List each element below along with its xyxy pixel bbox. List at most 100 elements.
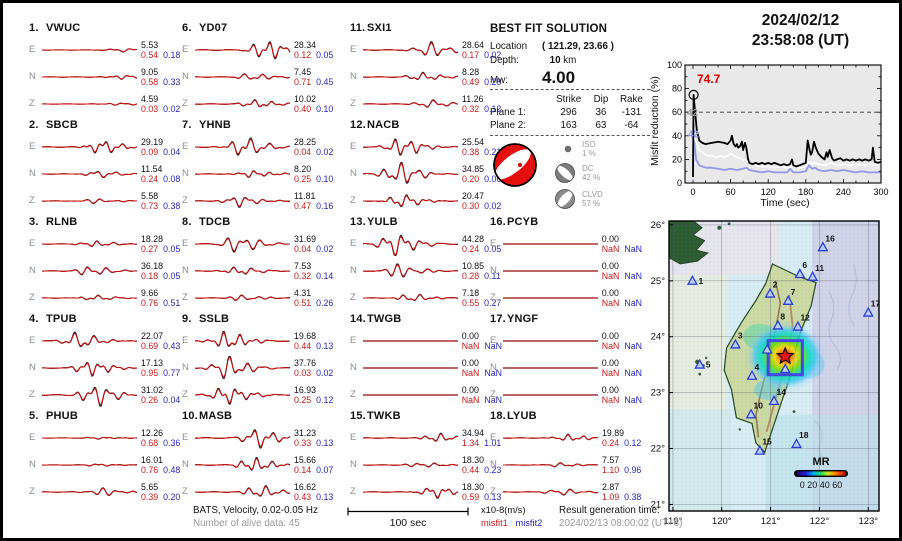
waveform-trace [42, 285, 138, 311]
waveform-trace [363, 37, 459, 63]
station-triangle-icon [794, 268, 806, 279]
channel-label: N [182, 459, 189, 470]
dc-pct: 42 % [582, 173, 601, 182]
station-block-nacb: 12.NACB E 25.54 0.38 0.21 N 34.85 0.20 0.06 Z 20.4… [350, 118, 502, 215]
trace-misfits: NaN NaN [602, 244, 642, 254]
misfit2-value: 0.96 [624, 464, 642, 475]
trace-amplitude: 18.30 [462, 454, 485, 465]
svg-text:123°: 123° [858, 516, 878, 527]
misfit1-value: 0.32 [294, 270, 312, 281]
waveform-trace [502, 258, 599, 284]
trace-misfits: NaN NaN [462, 395, 502, 405]
depth-value: 10 [549, 55, 561, 66]
station-name: YD07 [199, 22, 228, 34]
channel-label: Z [350, 98, 356, 109]
station-name: NACB [367, 119, 400, 131]
channel-label: Z [182, 98, 188, 109]
trace-misfits: 0.30 0.02 [462, 201, 501, 211]
trace-values: 28.64 0.17 0.02 [462, 40, 501, 60]
scalebar-icon [347, 507, 469, 516]
trace-misfits: 0.20 0.06 [462, 174, 501, 184]
trace-values: 18.30 0.59 0.13 [462, 482, 501, 502]
svg-text:100: 100 [667, 60, 682, 70]
trace-row-e: E 19.89 0.24 0.12 [490, 424, 642, 451]
channel-label: N [350, 168, 357, 179]
channel-label: N [182, 265, 189, 276]
channel-label: N [182, 71, 189, 82]
trace-values: 5.53 0.54 0.18 [141, 40, 180, 60]
trace-row-e: E 31.23 0.33 0.13 [182, 424, 334, 451]
station-triangle-icon [754, 444, 766, 455]
station-header: 17.YNGF [490, 312, 642, 327]
trace-misfits: NaN NaN [462, 368, 502, 378]
location-row: Location ( 121.29, 23.66 ) [490, 41, 650, 52]
misfit1-value: NaN [461, 340, 480, 351]
waveform-trace [42, 64, 138, 90]
misfit1-value: 0.03 [141, 103, 159, 114]
trace-row-n: N 0.00 NaN NaN [350, 354, 502, 381]
trace-amplitude: 20.47 [462, 190, 485, 201]
misfit1-value: 0.27 [141, 243, 159, 254]
channel-label: E [29, 432, 36, 443]
trace-row-e: E 0.00 NaN NaN [350, 327, 502, 354]
misfit1-value: 0.20 [462, 173, 480, 184]
waveform-trace [195, 258, 291, 284]
station-header: 4. TPUB [29, 312, 181, 327]
trace-row-e: E 5.53 0.54 0.18 [29, 36, 181, 63]
depth-label: Depth: [490, 55, 519, 66]
station-triangle-icon [686, 274, 698, 285]
channel-label: N [350, 71, 357, 82]
trace-row-e: E 12.26 0.68 0.36 [29, 424, 181, 451]
trace-values: 0.00 NaN NaN [602, 331, 642, 351]
misfit1-value: 0.69 [141, 340, 159, 351]
trace-row-z: Z 18.30 0.59 0.13 [350, 478, 502, 505]
waveform-trace [363, 134, 459, 160]
trace-row-n: N 17.13 0.95 0.77 [29, 354, 181, 381]
trace-amplitude: 8.20 [294, 163, 312, 174]
trace-amplitude: 22.07 [141, 330, 164, 341]
svg-text:80: 80 [672, 84, 682, 94]
channel-label: Z [182, 292, 188, 303]
station-number: 11. [350, 22, 366, 34]
col-dip: Dip [593, 94, 609, 105]
misfit1-value: 0.40 [294, 103, 312, 114]
channel-label: Z [29, 98, 35, 109]
station-name: VWUC [46, 22, 81, 34]
station-map-label: 4 [755, 362, 760, 372]
trace-row-z: Z 16.93 0.25 0.12 [182, 381, 334, 408]
waveform-trace [195, 37, 291, 63]
result-generation: Result generation time: 2024/02/13 08:00… [559, 504, 682, 530]
data-description: BATS, Velocity, 0.02-0.05 Hz Number of a… [193, 504, 318, 530]
svg-text:40: 40 [672, 131, 682, 141]
svg-text:42: 42 [688, 129, 700, 140]
channel-label: E [182, 335, 189, 346]
trace-row-e: E 19.68 0.44 0.13 [182, 327, 334, 354]
svg-text:60: 60 [672, 107, 682, 117]
trace-amplitude: 0.00 [601, 384, 619, 395]
station-name: YNGF [507, 313, 539, 325]
channel-label: E [29, 238, 36, 249]
event-datetime-title: 2024/02/12 23:58:08 (UT) [703, 11, 898, 51]
misfit2-value: 0.04 [163, 146, 181, 157]
plane1-strike: 296 [560, 107, 577, 118]
trace-misfits: 0.71 0.45 [294, 77, 333, 87]
trace-row-z: Z 20.47 0.30 0.02 [350, 187, 502, 214]
trace-misfits: 0.38 0.21 [462, 147, 501, 157]
svg-text:121°: 121° [761, 516, 781, 527]
station-header: 10.MASB [182, 409, 334, 424]
station-triangle-icon [807, 270, 819, 281]
channel-label: E [29, 335, 36, 346]
trace-row-e: E 18.28 0.27 0.05 [29, 230, 181, 257]
trace-amplitude: 17.13 [141, 357, 164, 368]
trace-misfits: 0.26 0.04 [141, 395, 180, 405]
station-block-yhnb: 7. YHNB E 28.25 0.04 0.02 N 8.20 0.25 0.10 Z 11.81 0… [182, 118, 334, 215]
station-number: 10. [182, 410, 198, 422]
misfit1-value: 0.71 [294, 76, 312, 87]
plane2-strike: 163 [560, 120, 577, 131]
station-map-label: 8 [780, 312, 785, 322]
plane1-rake: -131 [621, 107, 642, 118]
trace-misfits: 0.24 0.05 [462, 244, 501, 254]
channel-label: N [490, 265, 497, 276]
misfit2-value: 0.26 [316, 297, 334, 308]
misfit2-value: 0.77 [163, 367, 181, 378]
